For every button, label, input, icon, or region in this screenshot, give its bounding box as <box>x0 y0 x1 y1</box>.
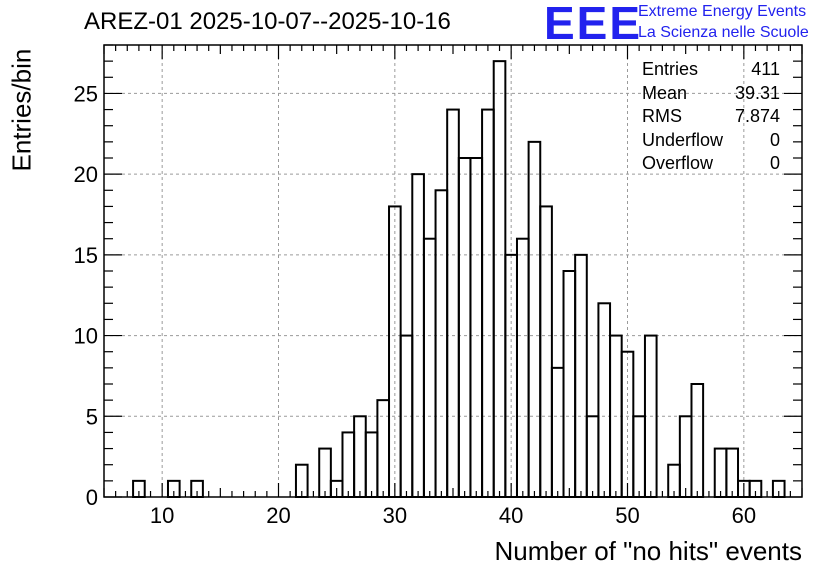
y-tick-label: 5 <box>86 404 98 429</box>
stat-value: 39.31 <box>734 82 780 103</box>
histogram-bin <box>597 302 612 498</box>
y-tick-label: 25 <box>74 81 98 106</box>
histogram-bin <box>422 237 437 498</box>
histogram-bin <box>376 399 391 498</box>
y-tick-label: 10 <box>74 324 98 349</box>
stat-overflow: Overflow 0 <box>642 152 780 176</box>
stat-label: Underflow <box>642 129 724 150</box>
y-tick-label: 0 <box>86 485 98 510</box>
histogram-bin <box>725 447 740 499</box>
histogram-bin <box>341 431 356 498</box>
x-axis-label: Number of "no hits" events <box>494 536 803 566</box>
stat-label: Overflow <box>642 153 714 173</box>
logo-line-2: La Scienza nelle Scuole <box>638 24 809 41</box>
histogram-bin <box>446 108 460 498</box>
histogram-bin <box>492 60 507 499</box>
stats-box: Entries 411 Mean 39.31 RMS 7.874 Underfl… <box>642 58 780 176</box>
y-tick-label: 20 <box>74 162 98 187</box>
eee-logo: EEE <box>544 0 643 49</box>
logo-line-1: Extreme Energy Events <box>638 3 807 20</box>
x-tick-label: 40 <box>499 503 523 528</box>
stat-value: 0 <box>769 153 780 173</box>
histogram-bin <box>527 140 542 498</box>
stat-label: Entries <box>642 59 699 79</box>
tick-labels: 10 20 30 40 50 60 0 5 10 15 20 25 <box>74 81 757 528</box>
stat-value: 7.874 <box>734 106 780 126</box>
y-tick-label: 15 <box>74 243 98 268</box>
x-tick-label: 60 <box>732 503 756 528</box>
histogram-bin <box>678 415 693 498</box>
histogram-bin <box>632 415 646 498</box>
stat-label: RMS <box>642 106 682 126</box>
stat-underflow: Underflow 0 <box>642 129 780 153</box>
histogram-bin <box>690 383 705 498</box>
histogram-bin <box>515 237 530 498</box>
stat-mean: Mean 39.31 <box>642 82 780 106</box>
histogram-bin <box>562 270 577 498</box>
histogram-bin <box>469 157 484 498</box>
histogram-bin <box>457 157 472 498</box>
grid-lines <box>104 45 802 497</box>
histogram-bin <box>318 447 332 499</box>
histogram-bin <box>434 189 449 499</box>
histogram-bin <box>539 205 553 499</box>
x-tick-label: 10 <box>150 503 174 528</box>
x-tick-label: 30 <box>383 503 407 528</box>
stat-value: 411 <box>751 59 780 79</box>
chart-title: AREZ-01 2025-10-07--2025-10-16 <box>84 8 451 35</box>
histogram-bin <box>364 431 379 498</box>
histogram-bin <box>550 366 565 498</box>
axes <box>103 44 803 498</box>
histogram-bin <box>481 108 495 498</box>
x-tick-label: 50 <box>615 503 639 528</box>
histogram-bin <box>574 253 588 498</box>
stat-rms: RMS 7.874 <box>642 105 780 129</box>
stat-label: Mean <box>642 82 688 103</box>
stat-value: 0 <box>769 129 780 150</box>
histogram-bin <box>353 415 367 498</box>
stat-entries: Entries 411 <box>642 58 780 82</box>
x-tick-label: 20 <box>266 503 290 528</box>
histogram-bin <box>585 415 600 498</box>
histogram-bin <box>713 447 728 499</box>
